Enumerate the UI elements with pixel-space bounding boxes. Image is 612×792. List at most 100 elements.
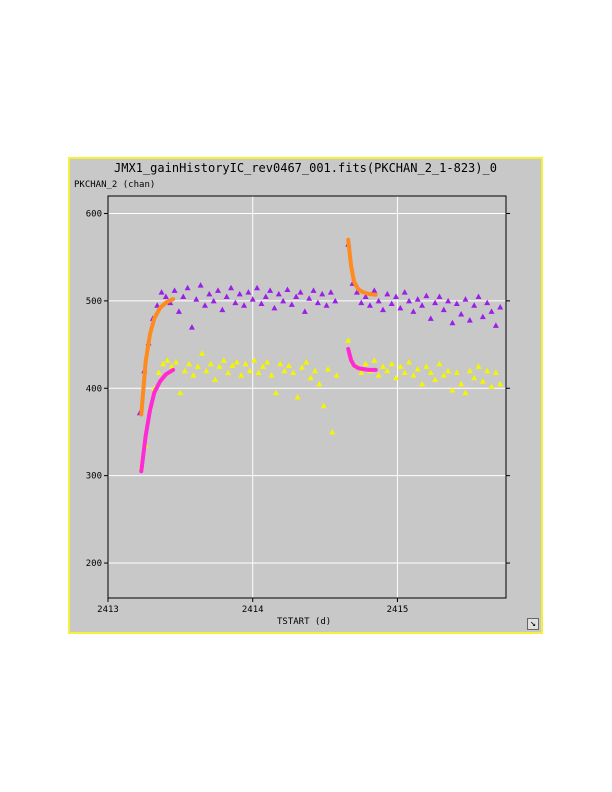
axes-box bbox=[107, 195, 507, 599]
data-point-s1 bbox=[492, 369, 499, 376]
data-point-s1 bbox=[497, 380, 504, 387]
data-point-s1 bbox=[194, 363, 201, 369]
data-point-s1 bbox=[285, 362, 292, 369]
data-point-s0 bbox=[393, 293, 400, 299]
data-point-s1 bbox=[384, 367, 391, 374]
data-point-s1 bbox=[303, 359, 310, 365]
data-point-s1 bbox=[423, 363, 430, 369]
data-point-s1 bbox=[155, 369, 162, 376]
y-tick-label: 300 bbox=[86, 472, 102, 482]
y-tick-label: 200 bbox=[86, 559, 102, 569]
data-point-s1 bbox=[324, 366, 331, 372]
y-axis-label: PKCHAN_2 (chan) bbox=[74, 180, 156, 190]
data-point-s1 bbox=[440, 372, 447, 378]
resize-corner-icon[interactable]: ↘ bbox=[527, 618, 539, 630]
data-point-s1 bbox=[449, 387, 456, 393]
data-point-s0 bbox=[206, 290, 213, 297]
data-point-s1 bbox=[216, 363, 223, 369]
data-point-s1 bbox=[379, 363, 386, 369]
data-point-s1 bbox=[397, 363, 404, 369]
data-point-s1 bbox=[268, 372, 275, 378]
data-point-s1 bbox=[307, 374, 314, 381]
x-tick-label: 2413 bbox=[97, 605, 119, 615]
data-point-s1 bbox=[298, 364, 305, 370]
data-point-s1 bbox=[445, 367, 452, 374]
data-point-s1 bbox=[238, 372, 245, 378]
data-point-s0 bbox=[310, 287, 317, 293]
data-point-s0 bbox=[353, 289, 360, 295]
data-point-s0 bbox=[449, 319, 456, 326]
data-point-s0 bbox=[453, 300, 460, 306]
data-point-s0 bbox=[232, 299, 239, 306]
data-point-s0 bbox=[267, 287, 274, 293]
data-point-s0 bbox=[288, 301, 295, 307]
data-point-s1 bbox=[225, 369, 232, 376]
data-point-s0 bbox=[379, 306, 386, 313]
data-point-s0 bbox=[445, 297, 452, 304]
data-point-s1 bbox=[432, 376, 439, 383]
data-point-s0 bbox=[362, 293, 369, 299]
data-point-s0 bbox=[375, 297, 382, 304]
data-point-s1 bbox=[375, 372, 382, 378]
data-point-s0 bbox=[427, 315, 434, 321]
data-point-s1 bbox=[475, 363, 482, 369]
data-point-s0 bbox=[410, 308, 417, 314]
data-point-s0 bbox=[371, 287, 378, 293]
data-point-s0 bbox=[358, 299, 365, 306]
data-point-s0 bbox=[306, 295, 313, 301]
data-point-s0 bbox=[397, 304, 404, 311]
data-point-s1 bbox=[229, 362, 236, 369]
data-point-s0 bbox=[301, 308, 308, 314]
data-point-s1 bbox=[484, 367, 491, 374]
data-point-s1 bbox=[177, 389, 184, 396]
data-point-s1 bbox=[264, 359, 271, 365]
data-point-s1 bbox=[371, 357, 378, 363]
data-point-s0 bbox=[236, 290, 243, 297]
data-point-s1 bbox=[290, 369, 297, 376]
data-point-s1 bbox=[259, 363, 266, 369]
data-point-s1 bbox=[207, 360, 214, 367]
data-point-s0 bbox=[401, 289, 408, 295]
data-point-s1 bbox=[233, 359, 240, 365]
data-point-s0 bbox=[271, 304, 278, 311]
data-point-s0 bbox=[214, 287, 221, 293]
data-point-s1 bbox=[320, 402, 327, 409]
x-tick-label: 2415 bbox=[387, 605, 409, 615]
data-point-s1 bbox=[251, 357, 258, 363]
y-tick-label: 600 bbox=[86, 209, 102, 219]
data-point-s0 bbox=[492, 322, 499, 328]
data-point-s0 bbox=[175, 308, 182, 314]
fit-line-s2 bbox=[139, 297, 176, 417]
data-point-s1 bbox=[173, 359, 180, 365]
data-point-s0 bbox=[184, 284, 191, 291]
data-point-s0 bbox=[254, 284, 261, 291]
data-point-s1 bbox=[168, 363, 175, 369]
y-tick-label: 400 bbox=[86, 384, 102, 394]
data-point-s1 bbox=[401, 369, 408, 376]
data-point-s0 bbox=[223, 293, 230, 299]
data-point-s0 bbox=[323, 302, 330, 308]
data-point-s0 bbox=[388, 300, 395, 306]
data-point-s0 bbox=[280, 297, 287, 304]
data-point-s1 bbox=[466, 367, 473, 374]
data-point-s0 bbox=[475, 293, 482, 299]
data-point-s0 bbox=[366, 302, 373, 308]
data-point-s0 bbox=[197, 282, 204, 288]
data-point-s1 bbox=[242, 360, 249, 367]
data-point-s1 bbox=[311, 367, 318, 374]
data-point-s0 bbox=[384, 290, 391, 297]
data-point-s1 bbox=[419, 380, 426, 387]
data-point-s1 bbox=[406, 359, 413, 365]
data-point-s0 bbox=[171, 287, 178, 293]
data-point-s1 bbox=[388, 360, 395, 367]
data-point-s1 bbox=[281, 367, 288, 374]
data-point-s0 bbox=[258, 300, 265, 306]
data-point-s0 bbox=[188, 324, 195, 330]
data-point-s1 bbox=[272, 389, 279, 396]
data-point-s0 bbox=[228, 284, 235, 291]
data-point-s0 bbox=[462, 296, 469, 302]
data-point-s1 bbox=[410, 372, 417, 378]
x-tick-label: 2414 bbox=[242, 605, 264, 615]
data-point-s1 bbox=[277, 360, 284, 367]
data-point-s0 bbox=[201, 302, 208, 308]
